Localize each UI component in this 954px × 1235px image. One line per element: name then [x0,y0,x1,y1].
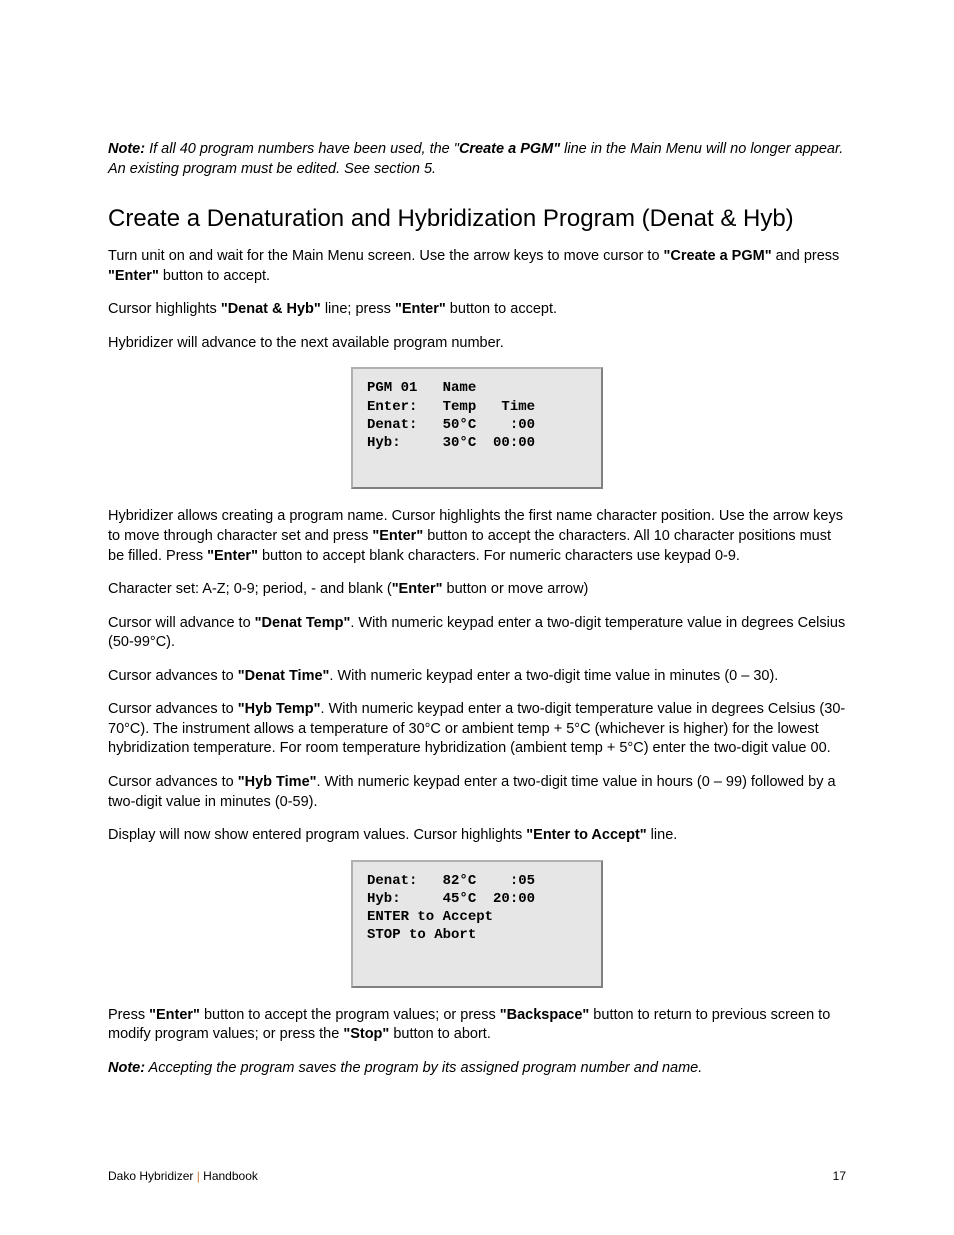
note-paragraph-1: Note: If all 40 program numbers have bee… [108,140,846,179]
p2-c: line; press [321,301,395,317]
p11-a: Press [108,1007,149,1023]
p11-f: "Stop" [343,1026,389,1042]
lcd-display-1-text: PGM 01 Name Enter: Temp Time Denat: 50°C… [367,379,589,452]
p4-b: "Enter" [372,528,423,544]
p11-c: button to accept the program values; or … [200,1007,500,1023]
p11-d: "Backspace" [500,1007,590,1023]
p11-b: "Enter" [149,1007,200,1023]
document-page: Note: If all 40 program numbers have bee… [0,0,954,1235]
p5-c: button or move arrow) [443,581,589,597]
note-body-a: If all 40 program numbers have been used… [145,141,459,157]
p2-a: Cursor highlights [108,301,221,317]
paragraph-10: Display will now show entered program va… [108,826,846,846]
paragraph-7: Cursor advances to "Denat Time". With nu… [108,667,846,687]
paragraph-3: Hybridizer will advance to the next avai… [108,334,846,354]
paragraph-8: Cursor advances to "Hyb Temp". With nume… [108,700,846,759]
p1-d: "Enter" [108,268,159,284]
paragraph-2: Cursor highlights "Denat & Hyb" line; pr… [108,300,846,320]
p7-c: . With numeric keypad enter a two-digit … [329,668,778,684]
p10-b: "Enter to Accept" [526,827,646,843]
p5-b: "Enter" [392,581,443,597]
page-footer: Dako Hybridizer | Handbook 17 [108,1169,846,1183]
p4-e: button to accept blank characters. For n… [258,548,740,564]
footer-page-number: 17 [833,1169,846,1183]
paragraph-11: Press "Enter" button to accept the progr… [108,1006,846,1045]
note-paragraph-2: Note: Accepting the program saves the pr… [108,1059,846,1079]
paragraph-4: Hybridizer allows creating a program nam… [108,507,846,566]
note2-body: Accepting the program saves the program … [145,1060,702,1076]
p8-b: "Hyb Temp" [238,701,321,717]
p8-a: Cursor advances to [108,701,238,717]
p6-a: Cursor will advance to [108,615,255,631]
p6-b: "Denat Temp" [255,615,351,631]
lcd-display-2: Denat: 82°C :05 Hyb: 45°C 20:00 ENTER to… [351,860,603,988]
p7-b: "Denat Time" [238,668,330,684]
p1-b: "Create a PGM" [664,248,772,264]
p7-a: Cursor advances to [108,668,238,684]
footer-left-b: Handbook [200,1169,258,1183]
note2-prefix: Note: [108,1060,145,1076]
p10-c: line. [647,827,678,843]
p10-a: Display will now show entered program va… [108,827,526,843]
p5-a: Character set: A-Z; 0-9; period, - and b… [108,581,392,597]
p2-e: button to accept. [446,301,557,317]
p1-a: Turn unit on and wait for the Main Menu … [108,248,664,264]
paragraph-9: Cursor advances to "Hyb Time". With nume… [108,773,846,812]
paragraph-5: Character set: A-Z; 0-9; period, - and b… [108,580,846,600]
p11-g: button to abort. [389,1026,491,1042]
p2-b: "Denat & Hyb" [221,301,321,317]
p9-b: "Hyb Time" [238,774,317,790]
lcd-display-2-text: Denat: 82°C :05 Hyb: 45°C 20:00 ENTER to… [367,872,589,945]
paragraph-1: Turn unit on and wait for the Main Menu … [108,247,846,286]
lcd-display-1: PGM 01 Name Enter: Temp Time Denat: 50°C… [351,367,603,489]
p1-c: and press [772,248,840,264]
note-prefix: Note: [108,141,145,157]
note-body-b: Create a PGM" [459,141,560,157]
p4-d: "Enter" [207,548,258,564]
section-heading: Create a Denaturation and Hybridization … [108,205,846,233]
p2-d: "Enter" [395,301,446,317]
p9-a: Cursor advances to [108,774,238,790]
p1-e: button to accept. [159,268,270,284]
paragraph-6: Cursor will advance to "Denat Temp". Wit… [108,614,846,653]
footer-left-a: Dako Hybridizer [108,1169,197,1183]
